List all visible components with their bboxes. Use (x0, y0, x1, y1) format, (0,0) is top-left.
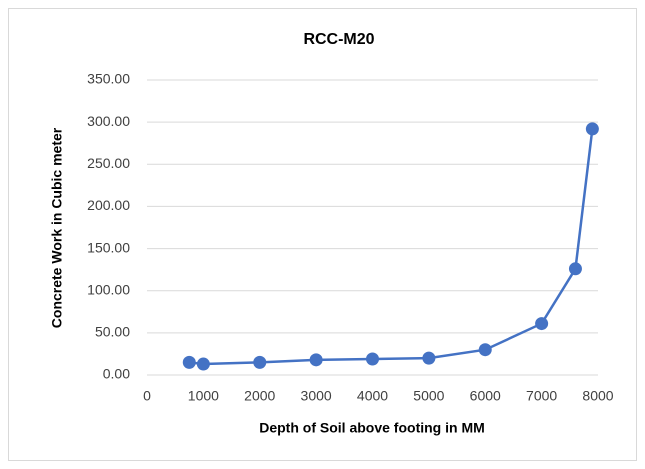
y-tick-label: 100.00 (87, 281, 130, 297)
x-tick-label: 6000 (470, 388, 501, 404)
data-point (422, 351, 436, 365)
chart-border (8, 8, 637, 461)
x-tick-label: 3000 (301, 388, 332, 404)
data-point (585, 122, 599, 136)
data-point (182, 355, 196, 369)
y-tick-label: 350.00 (87, 71, 130, 87)
y-tick-label: 0.00 (103, 366, 130, 382)
y-tick-label: 150.00 (87, 239, 130, 255)
x-tick-label: 2000 (244, 388, 275, 404)
data-point (535, 317, 549, 331)
y-tick-label: 50.00 (95, 324, 130, 340)
x-tick-label: 5000 (413, 388, 444, 404)
x-tick-label: 4000 (357, 388, 388, 404)
y-tick-label: 300.00 (87, 113, 130, 129)
chart-title: RCC-M20 (303, 31, 374, 48)
data-point (309, 353, 323, 367)
y-tick-label: 250.00 (87, 155, 130, 171)
data-point (366, 352, 379, 366)
x-axis-label: Depth of Soil above footing in MM (259, 420, 485, 436)
x-tick-label: 7000 (526, 388, 557, 404)
data-point (478, 343, 492, 357)
data-point (568, 262, 582, 276)
data-point (253, 355, 267, 369)
y-tick-label: 200.00 (87, 197, 130, 213)
x-tick-label: 1000 (188, 388, 219, 404)
y-axis-label: Concrete Work in Cubic meter (49, 127, 65, 328)
x-tick-label: 8000 (582, 388, 613, 404)
data-point (196, 357, 210, 371)
series-line (189, 128, 594, 366)
x-tick-label: 0 (143, 388, 151, 404)
